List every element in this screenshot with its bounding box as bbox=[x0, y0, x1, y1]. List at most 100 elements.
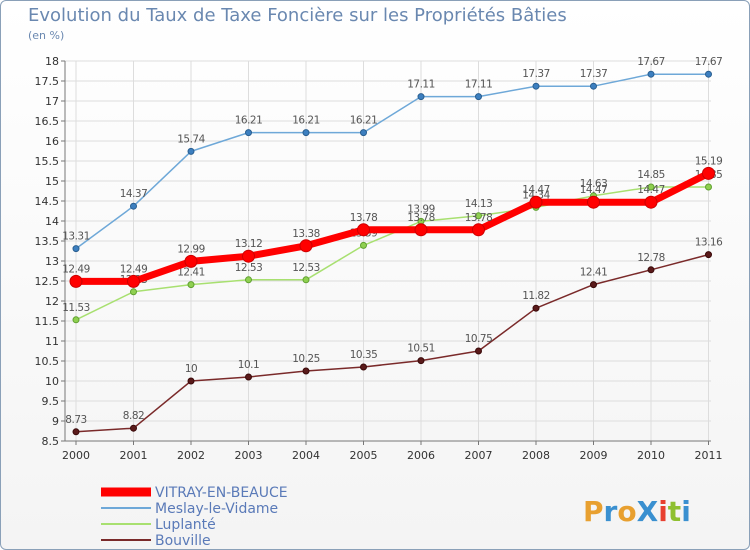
data-label-bouville: 10.51 bbox=[407, 343, 435, 355]
data-point-bouville bbox=[72, 428, 80, 436]
data-point-luplante bbox=[130, 288, 137, 296]
y-tick-label: 13.5 bbox=[35, 235, 60, 248]
y-tick-label: 14 bbox=[45, 215, 59, 228]
y-tick-label: 12 bbox=[45, 295, 59, 308]
series-line-vitray bbox=[76, 170, 711, 285]
data-label-bouville: 8.73 bbox=[65, 414, 86, 426]
data-label-bouville: 8.82 bbox=[123, 410, 144, 422]
data-label-bouville: 10 bbox=[185, 363, 197, 375]
data-point-bouville bbox=[475, 347, 482, 355]
data-label-vitray: 13.12 bbox=[235, 238, 263, 250]
data-label-bouville: 12.41 bbox=[580, 267, 608, 279]
data-label-meslay: 16.21 bbox=[235, 115, 263, 127]
data-point-bouville bbox=[532, 304, 540, 312]
x-tick-label: 2007 bbox=[465, 449, 493, 462]
data-label-luplante: 12.41 bbox=[177, 267, 205, 279]
data-point-meslay bbox=[360, 129, 367, 137]
data-point-luplante bbox=[302, 276, 310, 284]
data-point-vitray bbox=[357, 223, 370, 237]
data-label-vitray: 13.78 bbox=[465, 212, 493, 224]
data-label-bouville: 10.1 bbox=[238, 359, 259, 371]
y-tick-label: 11 bbox=[45, 335, 59, 348]
data-point-bouville bbox=[302, 367, 310, 375]
data-point-meslay bbox=[130, 202, 137, 210]
data-point-luplante bbox=[705, 183, 712, 191]
data-label-meslay: 14.37 bbox=[120, 188, 148, 200]
x-tick-label: 2004 bbox=[292, 449, 320, 462]
data-point-vitray bbox=[702, 166, 715, 180]
data-label-bouville: 10.75 bbox=[465, 333, 493, 345]
data-point-bouville bbox=[360, 363, 367, 371]
data-point-bouville bbox=[245, 373, 252, 381]
proxiti-logo: ProXiti bbox=[583, 495, 691, 528]
data-point-luplante bbox=[475, 212, 482, 220]
data-label-meslay: 17.37 bbox=[580, 68, 608, 80]
data-label-meslay: 17.67 bbox=[695, 56, 723, 68]
data-point-meslay bbox=[417, 93, 425, 101]
legend-label-bouville: Bouville bbox=[155, 533, 211, 549]
data-point-vitray bbox=[587, 195, 600, 209]
series-line-meslay bbox=[75, 73, 709, 250]
x-tick-label: 2006 bbox=[407, 449, 435, 462]
data-label-vitray: 14.47 bbox=[637, 184, 665, 196]
series-line-luplante bbox=[75, 186, 709, 321]
data-point-vitray bbox=[529, 195, 543, 209]
data-label-vitray: 14.47 bbox=[522, 184, 550, 196]
x-tick-label: 2001 bbox=[120, 449, 148, 462]
y-tick-label: 9.5 bbox=[42, 395, 60, 408]
data-point-meslay bbox=[72, 245, 80, 253]
legend-label-luplante: Luplanté bbox=[155, 517, 216, 533]
y-tick-label: 14.5 bbox=[35, 195, 60, 208]
data-label-luplante: 12.53 bbox=[292, 262, 320, 274]
data-label-luplante: 13.99 bbox=[407, 203, 435, 215]
y-tick-label: 13 bbox=[45, 255, 59, 268]
x-tick-label: 2002 bbox=[177, 449, 205, 462]
x-tick-label: 2011 bbox=[695, 449, 723, 462]
y-tick-label: 11.5 bbox=[35, 315, 60, 328]
data-label-meslay: 17.67 bbox=[637, 56, 665, 68]
data-label-bouville: 10.25 bbox=[292, 353, 320, 365]
x-tick-label: 2003 bbox=[235, 449, 263, 462]
data-label-meslay: 17.37 bbox=[522, 68, 550, 80]
data-point-luplante bbox=[647, 183, 655, 191]
data-point-meslay bbox=[187, 147, 195, 155]
x-tick-label: 2000 bbox=[62, 449, 90, 462]
data-label-vitray: 13.78 bbox=[350, 212, 378, 224]
y-tick-label: 18 bbox=[45, 55, 59, 68]
legend-label-vitray: VITRAY-EN-BEAUCE bbox=[155, 485, 288, 501]
y-tick-label: 12.5 bbox=[35, 275, 60, 288]
y-tick-label: 16 bbox=[45, 135, 59, 148]
data-point-vitray bbox=[472, 223, 485, 237]
data-label-meslay: 17.11 bbox=[407, 79, 435, 91]
data-point-vitray bbox=[184, 254, 198, 268]
data-label-bouville: 12.78 bbox=[637, 252, 665, 264]
y-tick-label: 10.5 bbox=[35, 355, 60, 368]
data-label-vitray: 12.99 bbox=[177, 243, 205, 255]
data-point-vitray bbox=[127, 274, 140, 288]
data-point-vitray bbox=[242, 249, 255, 263]
data-label-luplante: 14.85 bbox=[637, 169, 665, 181]
data-point-bouville bbox=[417, 357, 425, 365]
y-tick-label: 17.5 bbox=[35, 75, 60, 88]
data-point-vitray bbox=[69, 274, 83, 288]
data-point-bouville bbox=[647, 266, 655, 274]
y-tick-label: 15.5 bbox=[35, 155, 60, 168]
y-tick-label: 9 bbox=[52, 415, 59, 428]
x-tick-label: 2010 bbox=[637, 449, 665, 462]
y-tick-label: 16.5 bbox=[35, 115, 60, 128]
data-label-vitray: 12.49 bbox=[62, 263, 90, 275]
y-tick-label: 17 bbox=[45, 95, 59, 108]
data-point-meslay bbox=[302, 129, 310, 137]
data-label-luplante: 14.13 bbox=[465, 198, 493, 210]
data-point-bouville bbox=[187, 377, 195, 385]
legend-label-meslay: Meslay-le-Vidame bbox=[155, 501, 278, 517]
data-point-vitray bbox=[644, 195, 658, 209]
data-point-bouville bbox=[705, 251, 712, 259]
data-label-meslay: 15.74 bbox=[177, 133, 205, 145]
data-point-meslay bbox=[647, 70, 655, 78]
data-point-bouville bbox=[590, 281, 597, 289]
y-tick-label: 15 bbox=[45, 175, 59, 188]
data-point-luplante bbox=[360, 241, 367, 249]
